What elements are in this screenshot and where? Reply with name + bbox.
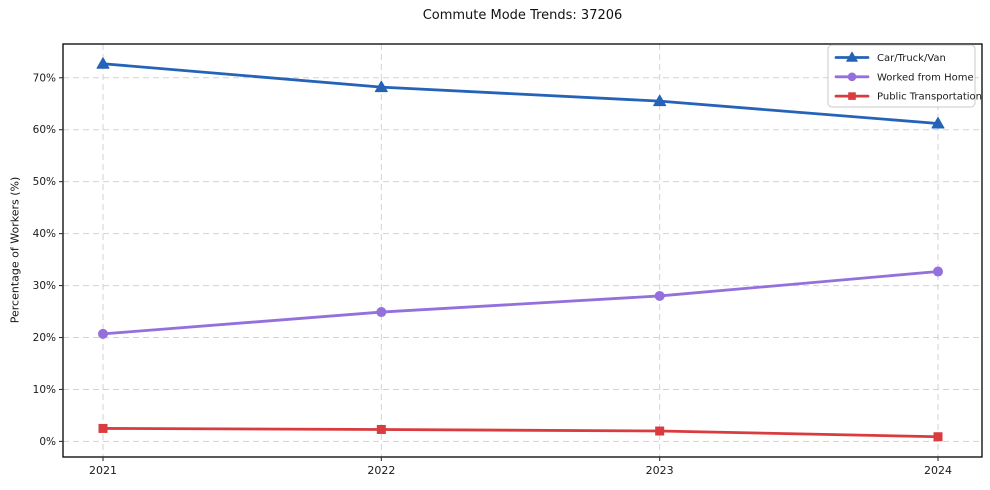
legend-box [827,44,976,108]
x-tick-label: 2023 [646,464,674,477]
legend-sample-marker [848,92,856,100]
y-tick-label: 40% [33,228,56,240]
data-point-marker [931,116,945,129]
data-point-marker [98,328,108,339]
x-tick-label: 2024 [924,464,952,477]
y-tick-label: 60% [33,124,56,136]
legend-label: Car/Truck/Van [877,53,946,64]
y-tick-label: 30% [33,280,56,292]
y-tick-label: 20% [33,332,56,344]
data-point-marker [654,290,665,301]
y-tick-label: 70% [33,72,56,84]
data-point-marker [933,266,943,277]
series-line [101,270,940,336]
plot-border [62,43,983,458]
chart-title: Commute Mode Trends: 37206 [422,8,623,23]
y-tick-label: 0% [39,436,56,448]
legend-sample-marker [847,72,857,82]
x-tick-label: 2021 [89,464,117,477]
legend-label: Public Transportation [877,92,982,103]
y-tick-label: 10% [33,384,56,396]
legend-sample-marker [846,51,858,62]
y-tick-label: 50% [33,176,56,188]
data-point-marker [98,423,108,433]
series-line [101,427,940,439]
x-tick-label: 2022 [367,464,395,477]
data-point-marker [376,307,387,318]
data-point-marker [374,80,388,93]
data-point-marker [655,426,665,436]
legend-label: Worked from Home [877,72,974,83]
data-point-marker [933,432,943,442]
data-point-marker [653,94,667,107]
data-point-marker [96,57,110,69]
series-line [101,62,940,125]
data-point-marker [376,424,386,434]
